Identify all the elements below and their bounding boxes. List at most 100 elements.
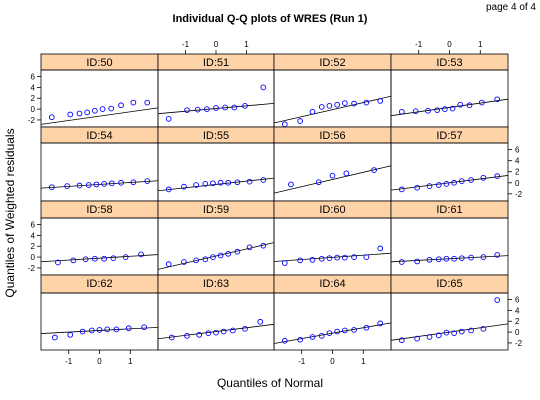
data-point — [193, 182, 200, 188]
reference-line — [391, 175, 508, 191]
data-point — [326, 330, 333, 337]
panel-id61: ID:61 — [390, 200, 509, 276]
y-tick-label: 0 — [31, 253, 36, 262]
data-point — [88, 327, 95, 334]
data-point — [451, 330, 457, 337]
data-point — [181, 259, 187, 265]
y-axis-label: Quantiles of Weighted residuals — [3, 128, 17, 297]
data-point — [110, 255, 117, 262]
data-point — [371, 167, 377, 173]
data-point — [458, 328, 465, 335]
data-point — [434, 107, 441, 114]
data-point — [309, 108, 316, 115]
data-point — [165, 186, 172, 193]
panel-id54: ID:54 — [40, 126, 159, 202]
strip-label: ID:51 — [203, 57, 229, 69]
x-tick-label: 1 — [361, 357, 366, 366]
data-point — [478, 99, 485, 106]
x-tick-label: -1 — [182, 40, 190, 49]
data-point — [165, 116, 172, 122]
panel-frame — [40, 69, 159, 128]
data-point — [213, 329, 219, 336]
data-point — [281, 260, 288, 266]
y-tick-label: 4 — [515, 306, 520, 315]
data-point — [217, 179, 224, 186]
data-point — [260, 242, 267, 249]
reference-line — [391, 98, 508, 117]
data-point — [288, 181, 294, 188]
data-point — [297, 118, 304, 124]
data-point — [210, 180, 216, 187]
data-point — [48, 184, 55, 191]
strip-label: ID:60 — [319, 204, 345, 216]
y-tick-label: -2 — [28, 116, 36, 125]
x-tick-label: 0 — [97, 357, 102, 366]
data-point — [457, 101, 464, 108]
data-point — [309, 256, 316, 263]
reference-line — [41, 107, 158, 125]
reference-line — [391, 255, 508, 263]
x-axis-label: Quantiles of Normal — [216, 376, 324, 390]
data-point — [329, 172, 336, 179]
data-point — [193, 257, 200, 264]
y-tick-label: -2 — [515, 339, 523, 348]
panel-id64: ID:64 — [273, 274, 392, 354]
data-point — [220, 328, 227, 335]
data-point — [202, 181, 209, 187]
data-point — [108, 105, 115, 112]
reference-line — [158, 177, 274, 192]
data-point — [96, 327, 103, 333]
data-point — [309, 334, 316, 340]
data-point — [377, 98, 384, 104]
data-point — [468, 254, 474, 261]
panel-frame — [40, 217, 159, 276]
data-point — [398, 337, 405, 344]
data-point — [318, 255, 325, 262]
y-tick-label: 2 — [31, 242, 36, 251]
data-point — [443, 255, 450, 262]
data-point — [468, 327, 474, 334]
panel-id53: ID:53 — [390, 50, 509, 128]
y-tick-label: -2 — [515, 190, 523, 199]
data-point — [451, 179, 457, 186]
data-point — [138, 251, 144, 258]
data-point — [76, 182, 83, 189]
strip-label: ID:55 — [203, 130, 229, 142]
strip-label: ID:64 — [319, 278, 345, 290]
data-point — [92, 107, 98, 114]
data-point — [181, 183, 187, 190]
x-tick-label: -1 — [65, 357, 73, 366]
data-point — [412, 108, 419, 115]
data-point — [414, 335, 421, 342]
data-point — [225, 250, 232, 257]
data-point — [494, 252, 501, 258]
data-point — [234, 179, 241, 186]
data-point — [113, 326, 120, 333]
data-point — [118, 179, 124, 186]
panel-id65: ID:65 — [390, 274, 512, 351]
panel-frame — [273, 292, 392, 351]
y-tick-label: 0 — [31, 105, 36, 114]
data-point — [234, 248, 241, 255]
panel-id63: ID:63 — [157, 274, 275, 351]
data-point — [297, 336, 304, 343]
data-point — [67, 331, 74, 338]
data-point — [494, 297, 501, 303]
data-point — [414, 258, 421, 265]
panel-frame — [157, 69, 275, 128]
data-point — [130, 179, 137, 186]
data-point — [70, 257, 77, 264]
panel-id62: ID:62 — [40, 274, 159, 354]
panel-id57: ID:57 — [390, 126, 512, 202]
data-point — [451, 255, 457, 262]
reference-line — [274, 165, 391, 194]
data-point — [184, 333, 190, 339]
data-point — [64, 183, 71, 189]
y-tick-label: 6 — [515, 296, 520, 305]
reference-line — [41, 254, 158, 263]
data-point — [84, 109, 91, 116]
data-point — [426, 183, 433, 189]
x-tick-label: 1 — [244, 40, 249, 49]
x-tick-label: 1 — [478, 40, 483, 49]
